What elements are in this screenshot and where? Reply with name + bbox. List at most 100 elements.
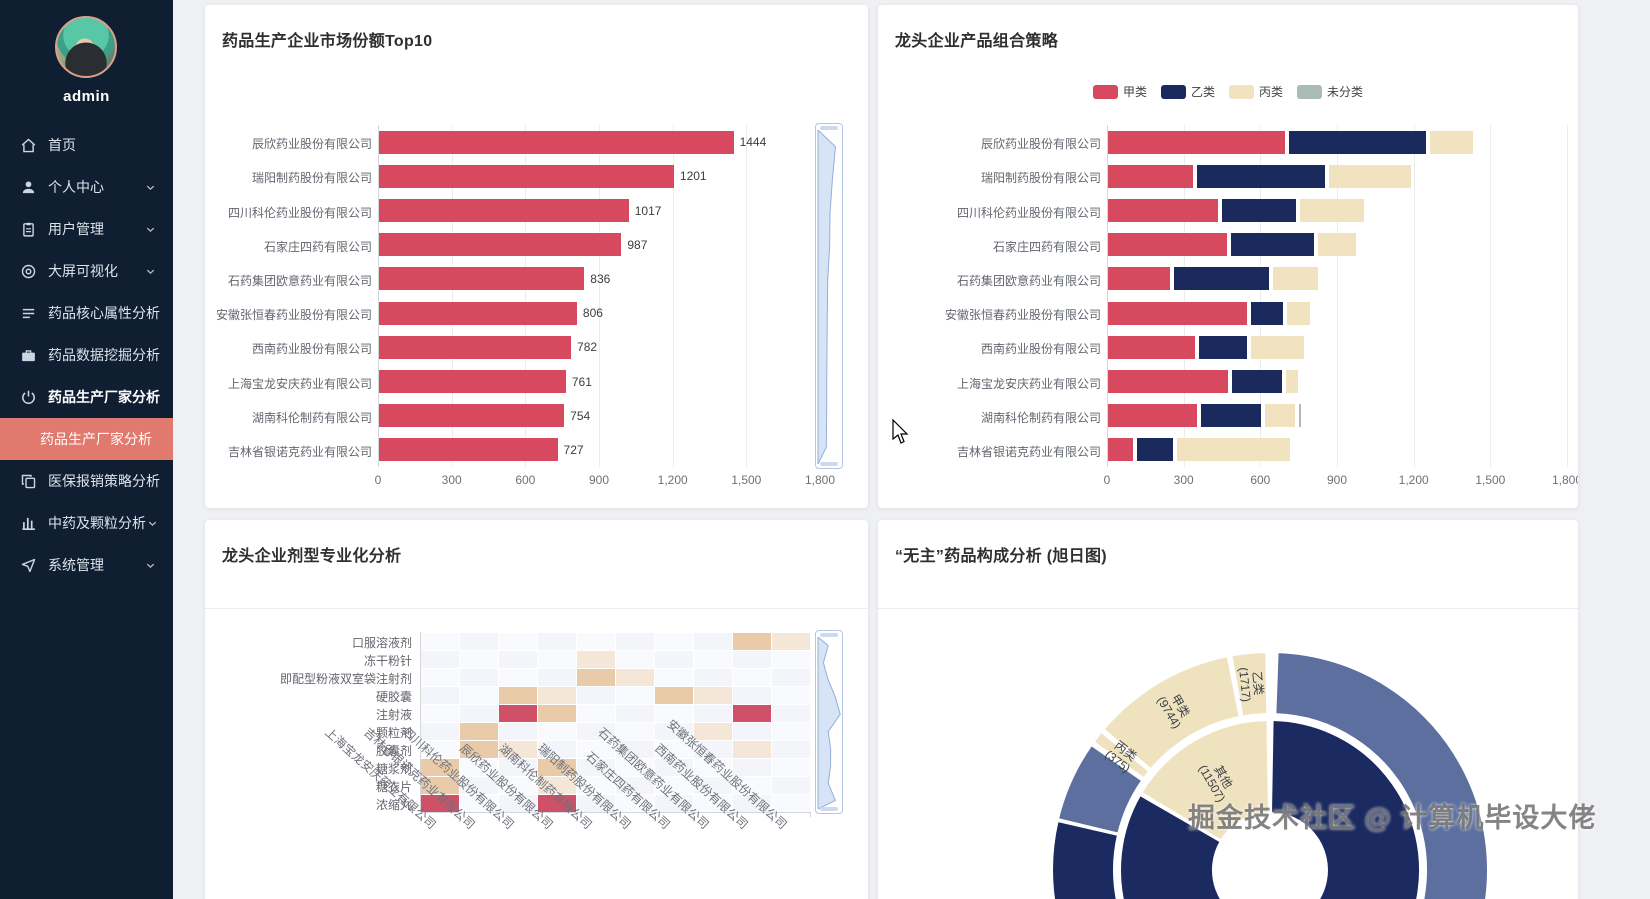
stacked-bar-segment-乙类[interactable] <box>1251 301 1283 325</box>
stacked-bar-segment-丙类[interactable] <box>1272 267 1318 291</box>
bar[interactable] <box>379 164 674 188</box>
heatmap-cell[interactable] <box>460 687 498 704</box>
stacked-bar-segment-甲类[interactable] <box>1108 370 1229 393</box>
heatmap-cell[interactable] <box>577 669 615 686</box>
heatmap-cell[interactable] <box>460 759 498 776</box>
heatmap-cell[interactable] <box>499 705 537 722</box>
stacked-bar-segment-丙类[interactable] <box>1177 438 1290 462</box>
bar[interactable] <box>379 233 622 257</box>
heatmap-cell[interactable] <box>616 777 654 794</box>
sidebar-item-3[interactable]: 大屏可视化 <box>0 250 173 292</box>
heatmap-cell[interactable] <box>538 759 576 776</box>
heatmap-cell[interactable] <box>694 795 732 812</box>
stacked-bar-segment-乙类[interactable] <box>1137 438 1173 462</box>
sunburst-segment-其他[interactable] <box>1140 718 1271 842</box>
heatmap-cell[interactable] <box>460 669 498 686</box>
heatmap-cell[interactable] <box>655 651 693 668</box>
bar[interactable] <box>379 130 734 154</box>
stacked-bar-segment-甲类[interactable] <box>1108 335 1195 359</box>
heatmap-cell[interactable] <box>655 741 693 758</box>
stacked-bar-segment-丙类[interactable] <box>1286 370 1299 393</box>
heatmap-cell[interactable] <box>772 759 810 776</box>
stacked-bar-segment-丙类[interactable] <box>1430 130 1474 154</box>
stacked-bar-segment-甲类[interactable] <box>1108 199 1218 222</box>
heatmap-cell[interactable] <box>538 651 576 668</box>
stacked-bar-segment-甲类[interactable] <box>1108 267 1171 291</box>
heatmap-cell[interactable] <box>694 705 732 722</box>
sunburst-segment-乙类[interactable] <box>1230 650 1269 718</box>
heatmap-cell[interactable] <box>694 669 732 686</box>
sunburst-segment-甲类[interactable] <box>1102 655 1241 771</box>
heatmap-cell[interactable] <box>655 633 693 650</box>
legend-item-未分类[interactable]: 未分类 <box>1297 83 1363 100</box>
sunburst-segment[interactable] <box>1056 743 1144 835</box>
heatmap-cell[interactable] <box>460 741 498 758</box>
heatmap-cell[interactable] <box>499 795 537 812</box>
heatmap-cell[interactable] <box>460 705 498 722</box>
stacked-bar-segment-乙类[interactable] <box>1197 164 1326 188</box>
heatmap-cell[interactable] <box>616 759 654 776</box>
heatmap-cell[interactable] <box>733 651 771 668</box>
heatmap-cell[interactable] <box>421 651 459 668</box>
sunburst-segment[interactable] <box>1119 718 1422 899</box>
heatmap-cell[interactable] <box>616 633 654 650</box>
heatmap-cell[interactable] <box>421 669 459 686</box>
bar[interactable] <box>379 199 629 222</box>
heatmap-cell[interactable] <box>421 741 459 758</box>
heatmap-cell[interactable] <box>538 687 576 704</box>
stacked-bar-segment-乙类[interactable] <box>1201 404 1262 428</box>
stacked-bar-segment-乙类[interactable] <box>1232 370 1283 393</box>
heatmap-cell[interactable] <box>577 795 615 812</box>
stacked-bar-segment-乙类[interactable] <box>1230 233 1314 257</box>
sunburst-chart[interactable]: 丙类(375)甲类(9744)乙类(1717)其他(11507) <box>878 608 1578 899</box>
stacked-bar-segment-未分类[interactable] <box>1298 404 1301 428</box>
stacked-bar-segment-甲类[interactable] <box>1108 404 1198 428</box>
bar[interactable] <box>379 335 572 359</box>
heatmap-cell[interactable] <box>499 777 537 794</box>
heatmap-cell[interactable] <box>616 651 654 668</box>
heatmap-cell[interactable] <box>733 777 771 794</box>
stacked-bar-segment-乙类[interactable] <box>1174 267 1269 291</box>
user-avatar[interactable] <box>55 16 117 78</box>
heatmap-cell[interactable] <box>733 795 771 812</box>
sidebar-item-8[interactable]: 医保报销策略分析 <box>0 460 173 502</box>
sidebar-item-4[interactable]: 药品核心属性分析 <box>0 292 173 334</box>
heatmap-cell[interactable] <box>655 795 693 812</box>
stacked-bar-segment-丙类[interactable] <box>1299 199 1364 222</box>
legend-item-丙类[interactable]: 丙类 <box>1229 83 1283 100</box>
heatmap-cell[interactable] <box>577 705 615 722</box>
heatmap-cell[interactable] <box>499 723 537 740</box>
heatmap-cell[interactable] <box>733 687 771 704</box>
heatmap-cell[interactable] <box>577 651 615 668</box>
heatmap-cell[interactable] <box>499 651 537 668</box>
heatmap-cell[interactable] <box>694 741 732 758</box>
heatmap-cell[interactable] <box>421 705 459 722</box>
heatmap-cell[interactable] <box>538 723 576 740</box>
heatmap-cell[interactable] <box>733 741 771 758</box>
heatmap-cell[interactable] <box>499 633 537 650</box>
sunburst-segment-丙类[interactable] <box>1092 730 1151 780</box>
stacked-bar-segment-甲类[interactable] <box>1108 233 1227 257</box>
heatmap-cell[interactable] <box>538 669 576 686</box>
heatmap-cell[interactable] <box>499 687 537 704</box>
heatmap-cell[interactable] <box>772 669 810 686</box>
heatmap-cell[interactable] <box>577 687 615 704</box>
stacked-bar-segment-乙类[interactable] <box>1289 130 1426 154</box>
heatmap-cell[interactable] <box>694 687 732 704</box>
heatmap-cell[interactable] <box>421 687 459 704</box>
stacked-bar-segment-丙类[interactable] <box>1329 164 1411 188</box>
heatmap-cell[interactable] <box>616 723 654 740</box>
heatmap-cell[interactable] <box>772 651 810 668</box>
heatmap-cell[interactable] <box>616 795 654 812</box>
heatmap-cell[interactable] <box>460 777 498 794</box>
heatmap-cell[interactable] <box>694 651 732 668</box>
heatmap-cell[interactable] <box>655 777 693 794</box>
stacked-bar-segment-甲类[interactable] <box>1108 130 1286 154</box>
heatmap-cell[interactable] <box>538 633 576 650</box>
heatmap-cell[interactable] <box>421 759 459 776</box>
heatmap-cell[interactable] <box>499 669 537 686</box>
heatmap-cell[interactable] <box>616 705 654 722</box>
stacked-bar-segment-乙类[interactable] <box>1221 199 1296 222</box>
heatmap-cell[interactable] <box>421 795 459 812</box>
bar[interactable] <box>379 370 566 393</box>
